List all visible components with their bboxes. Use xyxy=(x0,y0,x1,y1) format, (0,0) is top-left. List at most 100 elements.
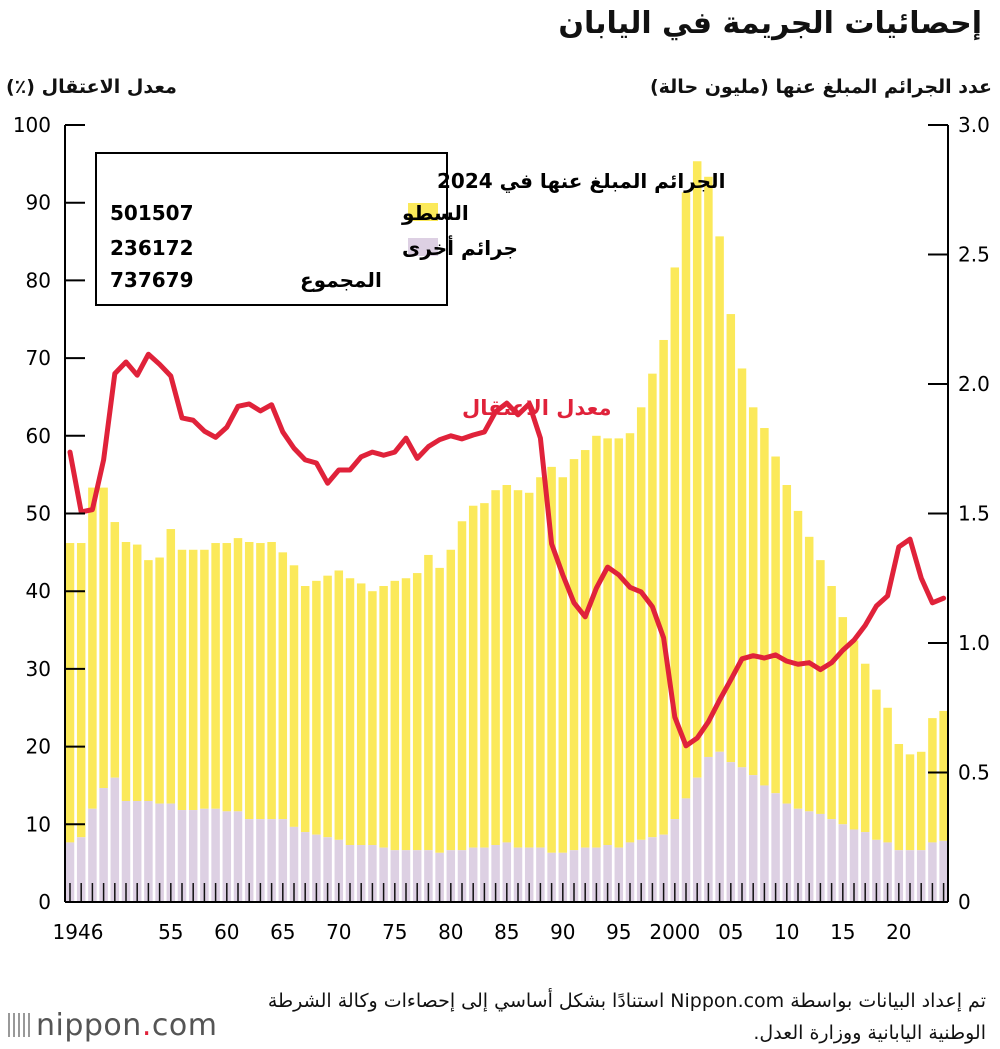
legend-value-other: 236172 xyxy=(110,236,194,260)
bar-other xyxy=(793,808,803,902)
bar-other xyxy=(312,834,321,902)
bar-burglary xyxy=(244,541,254,820)
bar-other xyxy=(435,852,444,902)
bar-burglary xyxy=(524,492,534,848)
bar-burglary xyxy=(603,438,612,846)
legend-title: الجرائم المبلغ عنها في 2024 xyxy=(437,169,725,194)
bar-other xyxy=(412,850,422,902)
bar-burglary xyxy=(345,578,355,846)
legend: الجرائم المبلغ عنها في 2024 السطو 501507… xyxy=(95,152,725,306)
bar-other xyxy=(894,850,904,902)
bar-burglary xyxy=(323,575,332,838)
arrest-rate-layer xyxy=(67,351,947,749)
right-tick-label: 1.0 xyxy=(958,631,990,655)
bar-other xyxy=(905,850,915,902)
bar-burglary xyxy=(614,438,624,848)
bar-burglary xyxy=(99,487,108,789)
arrest-rate-line xyxy=(67,351,947,749)
bar-other xyxy=(267,819,276,902)
x-tick-label: 90 xyxy=(550,920,575,944)
bar-burglary xyxy=(928,718,937,843)
bar-burglary xyxy=(558,477,568,853)
bar-other xyxy=(345,845,355,902)
bar-burglary xyxy=(883,707,892,843)
bar-burglary xyxy=(457,521,467,851)
bar-other xyxy=(692,777,702,902)
bar-burglary xyxy=(278,552,288,820)
legend-box xyxy=(95,152,448,306)
bar-burglary xyxy=(636,407,646,840)
bar-other xyxy=(200,808,209,902)
bar-burglary xyxy=(782,485,792,804)
bar-other xyxy=(289,826,299,902)
bar-other xyxy=(76,837,86,902)
left-tick-label: 80 xyxy=(26,268,51,292)
bar-burglary xyxy=(916,751,926,851)
arrest-rate-label: معدل الاعتقال xyxy=(462,396,612,420)
bar-burglary xyxy=(188,549,198,811)
bar-other xyxy=(144,800,153,902)
left-tick-label: 30 xyxy=(26,657,51,681)
bar-other xyxy=(491,845,500,902)
nippon-logo: nippon.com xyxy=(8,1008,217,1043)
right-tick-label: 2.5 xyxy=(958,243,990,267)
legend-label-burglary: السطو xyxy=(401,201,469,225)
bar-other xyxy=(872,839,881,902)
bar-other xyxy=(390,850,400,902)
left-tick-label: 60 xyxy=(26,424,51,448)
bar-other xyxy=(334,839,344,902)
bar-burglary xyxy=(110,522,120,778)
bar-other xyxy=(88,808,97,902)
bar-other xyxy=(636,839,646,902)
bar-burglary xyxy=(480,503,489,848)
bar-burglary xyxy=(816,560,825,814)
right-axis-title: عدد الجرائم المبلغ عنها (مليون حالة) xyxy=(649,76,992,98)
bar-other xyxy=(737,767,747,902)
bar-other xyxy=(121,800,131,902)
bar-other xyxy=(233,811,243,902)
bar-burglary xyxy=(412,573,422,851)
bar-other xyxy=(211,808,220,902)
bar-burglary xyxy=(872,689,881,840)
bar-other xyxy=(748,775,758,902)
bar-burglary xyxy=(144,560,153,801)
left-axis-title: معدل الاعتقال (٪) xyxy=(6,76,177,98)
bar-burglary xyxy=(804,536,814,812)
bar-other xyxy=(558,852,568,902)
bar-other xyxy=(760,785,769,902)
bar-burglary xyxy=(233,538,243,812)
bar-burglary xyxy=(760,428,769,786)
bar-burglary xyxy=(726,314,736,763)
legend-swatch-burglary xyxy=(408,203,438,221)
legend-label-other: جرائم أخرى xyxy=(402,234,518,260)
bar-other xyxy=(916,850,926,902)
bar-other xyxy=(356,845,366,902)
bar-other xyxy=(177,810,187,902)
bar-burglary xyxy=(704,176,713,757)
right-tick-label: 2.0 xyxy=(958,372,990,396)
source-note: تم إعداد البيانات بواسطة Nippon.com استن… xyxy=(267,990,986,1044)
bar-other xyxy=(155,803,164,902)
bar-other xyxy=(804,811,814,902)
legend-value-total: 737679 xyxy=(110,268,194,292)
bar-other xyxy=(849,829,859,902)
bar-burglary xyxy=(659,339,668,835)
x-tick-label: 65 xyxy=(270,920,295,944)
bar-other xyxy=(300,832,310,902)
right-tick-label: 0.5 xyxy=(958,761,990,785)
bar-burglary xyxy=(424,554,433,851)
bar-burglary xyxy=(737,368,747,768)
bar-burglary xyxy=(681,192,691,799)
legend-value-burglary: 501507 xyxy=(110,201,194,225)
bar-burglary xyxy=(894,744,904,851)
bar-burglary xyxy=(132,544,142,801)
chart-title: إحصائيات الجريمة في اليابان xyxy=(558,6,982,41)
bar-burglary xyxy=(312,580,321,835)
bar-other xyxy=(883,842,892,902)
bar-other xyxy=(457,850,467,902)
logo-suffix: com xyxy=(151,1008,218,1043)
bar-other xyxy=(323,837,332,902)
left-tick-label: 0 xyxy=(38,890,51,914)
bar-burglary xyxy=(200,549,209,809)
bar-burglary xyxy=(289,565,299,827)
